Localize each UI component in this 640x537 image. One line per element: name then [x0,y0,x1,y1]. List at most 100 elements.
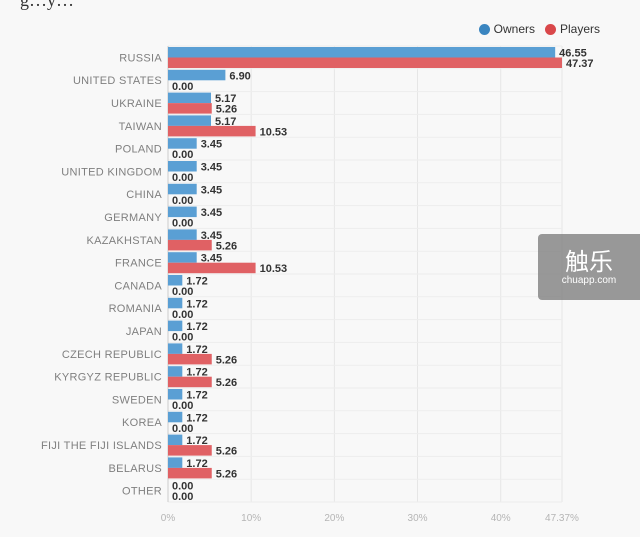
bar-players [168,103,212,114]
bar-owners [168,457,183,468]
watermark-site: chuapp.com [561,274,617,286]
bar-players [168,125,256,137]
value-label-players: 0.00 [172,149,193,161]
value-label-owners: 5.17 [215,93,236,105]
value-label-players: 5.26 [216,104,237,116]
value-label-players: 10.53 [260,126,288,138]
x-tick-label: 10% [241,513,261,524]
value-label-players: 5.26 [216,240,237,252]
owners-dot-icon [478,23,490,35]
category-label: RUSSIA [119,52,162,64]
value-label-players: 0.00 [172,491,193,503]
bar-owners [168,161,197,172]
value-label-owners: 1.72 [186,276,207,288]
legend-item-owners[interactable]: Owners [478,22,535,36]
bar-owners [168,320,183,332]
category-label: UKRAINE [111,98,162,110]
value-label-owners: 0.00 [172,481,193,493]
cut-off-title: g…y… [20,0,74,10]
category-label: ROMANIA [109,303,163,315]
value-label-players: 5.26 [216,377,237,389]
bar-owners [168,206,197,218]
category-label: GERMANY [104,212,162,224]
value-label-players: 0.00 [172,81,193,93]
category-label: UNITED STATES [73,75,162,87]
category-label: OTHER [122,486,162,498]
legend-item-players[interactable]: Players [544,22,600,36]
value-label-players: 0.00 [172,423,193,435]
category-label: UNITED KINGDOM [61,166,162,178]
x-tick-label: 20% [324,513,344,524]
bar-owners [168,411,183,423]
value-label-owners: 3.45 [201,207,222,219]
value-label-owners: 6.90 [229,70,250,82]
bar-players [168,57,562,68]
bar-owners [168,69,226,81]
bar-owners [168,229,197,240]
bar-players [168,239,212,251]
value-label-players: 0.00 [172,195,193,207]
bar-owners [168,297,183,309]
bar-players [168,467,212,479]
value-label-players: 0.00 [172,400,193,412]
value-label-players: 0.00 [172,309,193,321]
category-label: FIJI THE FIJI ISLANDS [41,440,162,452]
value-label-owners: 3.45 [201,139,222,151]
value-label-owners: 3.45 [201,230,222,242]
bar-players [168,353,212,365]
value-label-players: 0.00 [172,218,193,230]
category-label: CHINA [126,189,162,201]
bar-owners [168,389,183,400]
category-label: KYRGYZ REPUBLIC [54,372,162,384]
value-label-owners: 1.72 [186,458,207,470]
bar-owners [168,366,183,377]
category-label: KOREA [122,417,162,429]
category-label: JAPAN [126,326,162,338]
value-label-players: 5.26 [216,354,237,366]
x-tick-label: 47.37% [545,513,579,524]
value-label-owners: 1.72 [186,298,207,310]
category-label: BELARUS [109,463,162,475]
watermark-brand: 触乐 [565,247,613,276]
category-label: KAZAKHSTAN [86,235,162,247]
bar-owners [168,92,212,104]
category-label: CZECH REPUBLIC [62,349,162,361]
value-label-players: 5.26 [216,468,237,480]
value-label-owners: 3.45 [201,253,222,265]
value-label-owners: 1.72 [186,390,207,402]
value-label-owners: 1.72 [186,412,207,424]
legend-label-owners: Owners [493,22,535,36]
bar-owners [168,115,212,126]
players-dot-icon [544,23,556,35]
value-label-owners: 3.45 [201,184,222,196]
bar-players [168,376,212,388]
bar-owners [168,434,183,446]
value-label-owners: 5.17 [215,116,236,128]
legend-label-players: Players [559,22,600,36]
bar-owners [168,183,197,195]
x-tick-label: 40% [491,513,511,524]
category-label: POLAND [115,144,162,156]
bar-owners [168,252,197,263]
bar-owners [168,343,183,354]
bar-players [168,262,256,274]
value-label-owners: 1.72 [186,344,207,356]
value-label-owners: 46.55 [559,48,587,60]
bar-owners [168,138,197,149]
value-label-players: 0.00 [172,332,193,344]
bar-players [168,445,212,456]
category-label: TAIWAN [119,121,162,133]
value-label-players: 47.37 [566,58,594,70]
x-tick-label: 30% [408,513,428,524]
category-label: FRANCE [115,258,162,270]
value-label-owners: 1.72 [186,435,207,447]
value-label-owners: 3.45 [201,162,222,174]
watermark: 触乐 chuapp.com [538,234,640,300]
category-label: SWEDEN [112,394,162,406]
value-label-players: 0.00 [172,172,193,184]
value-label-owners: 1.72 [186,321,207,333]
value-label-players: 10.53 [260,263,288,275]
legend: Owners Players [478,22,600,36]
